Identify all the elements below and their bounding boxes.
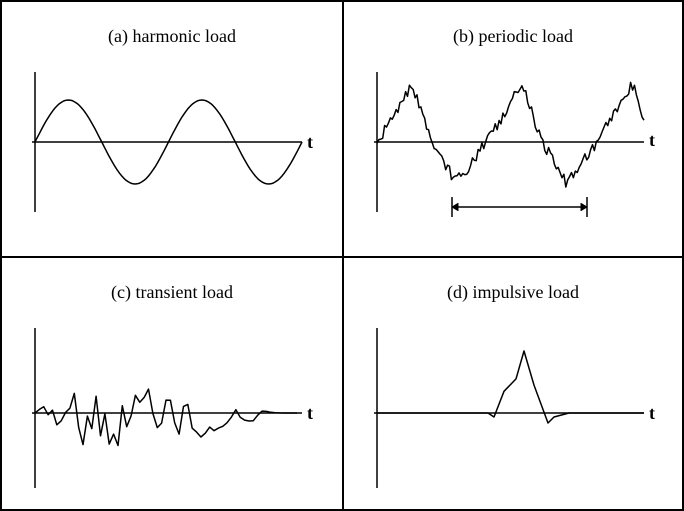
panel-a-t-label: t	[307, 132, 313, 153]
panel-d-plot	[344, 258, 684, 511]
panel-d: (d) impulsive load t	[342, 256, 682, 510]
panel-b-t-label: t	[649, 130, 655, 151]
panel-c-plot	[2, 258, 342, 511]
panel-a: (a) harmonic load t	[2, 2, 342, 256]
figure-grid: (a) harmonic load t (b) periodic load t …	[0, 0, 684, 511]
panel-b: (b) periodic load t	[342, 2, 682, 256]
panel-c-t-label: t	[307, 403, 313, 424]
panel-d-t-label: t	[649, 403, 655, 424]
panel-a-plot	[2, 2, 342, 256]
panel-c: (c) transient load t	[2, 256, 342, 510]
panel-b-plot	[344, 2, 684, 256]
